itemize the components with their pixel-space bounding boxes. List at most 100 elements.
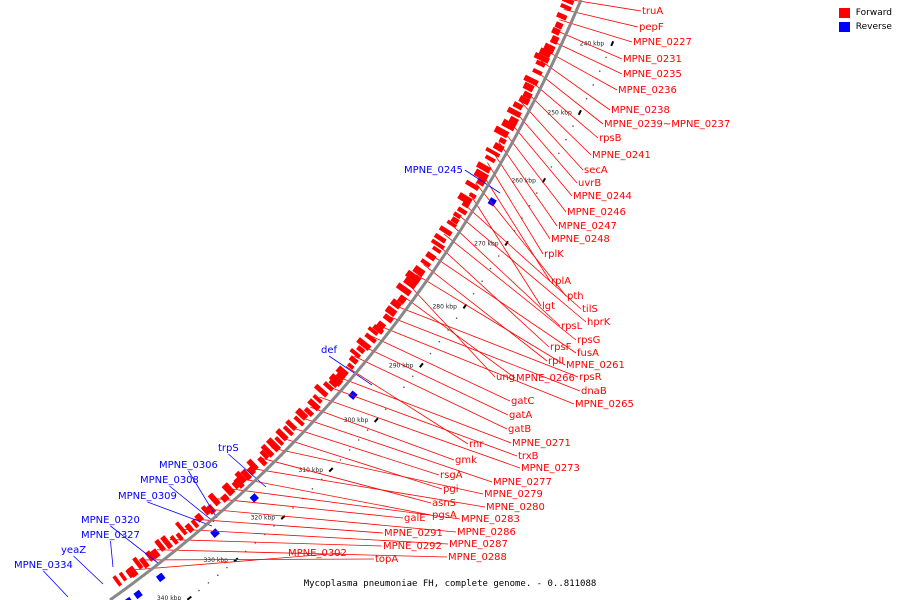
forward-gene: [533, 52, 550, 64]
forward-leader-line: [130, 552, 343, 571]
forward-gene-label: rplK: [544, 249, 564, 260]
forward-leader-line: [337, 376, 512, 444]
forward-gene-label: MPNE_0241: [592, 150, 651, 161]
forward-leader-line: [456, 213, 587, 323]
forward-leader-line: [540, 60, 611, 111]
forward-gene: [372, 323, 385, 335]
forward-gene: [431, 245, 442, 255]
forward-gene: [475, 177, 487, 187]
tick-mark: [186, 595, 192, 600]
minor-tick: [572, 125, 574, 127]
forward-gene: [512, 101, 524, 111]
forward-gene: [425, 251, 437, 262]
forward-gene-label: asnS: [432, 498, 456, 509]
forward-gene: [174, 521, 188, 536]
minor-tick: [216, 574, 219, 577]
forward-gene: [207, 492, 221, 507]
forward-gene-label: MPNE_0246: [567, 207, 626, 218]
forward-gene-label: dnaB: [581, 386, 607, 397]
forward-leader-line: [300, 416, 493, 483]
reverse-leader-line: [188, 470, 218, 519]
forward-gene-label: MPNE_0236: [618, 85, 677, 96]
gene-label-layer: truA pepF MPNE_0227 MPNE_0231 MPNE_0235 MPNE_…: [14, 6, 730, 571]
forward-gene-label: pgsA: [432, 510, 457, 521]
tick-label: 300 kbp: [344, 417, 369, 424]
forward-gene: [468, 192, 477, 200]
minor-tick: [226, 566, 228, 569]
forward-gene: [234, 470, 248, 484]
forward-gene: [184, 522, 195, 534]
forward-leader-line: [509, 121, 573, 197]
forward-gene: [275, 428, 289, 442]
forward-gene-label: MPNE_0273: [521, 463, 580, 474]
forward-leader-line: [401, 294, 516, 379]
forward-gene-label: truA: [642, 6, 663, 17]
forward-leader-line: [408, 284, 496, 378]
forward-leader-line: [514, 111, 578, 184]
tick-label: 320 kbp: [251, 514, 276, 521]
tick-mark: [610, 40, 615, 47]
reverse-leader-line: [43, 570, 69, 598]
forward-gene: [554, 21, 564, 30]
forward-gene: [220, 493, 230, 503]
forward-gene-label: MPNE_0291: [384, 528, 443, 539]
forward-gene: [492, 142, 505, 153]
forward-gene: [364, 332, 377, 344]
forward-gene: [367, 326, 379, 336]
reverse-gene-label: MPNE_0306: [159, 460, 218, 471]
forward-leader-line: [250, 467, 486, 508]
forward-gene: [498, 137, 507, 145]
forward-gene: [501, 118, 517, 132]
forward-gene: [412, 265, 426, 278]
forward-gene: [132, 556, 144, 570]
forward-leader-line: [239, 478, 432, 516]
forward-gene-label: gatB: [508, 424, 531, 435]
forward-leader-line: [498, 141, 558, 227]
forward-gene: [538, 47, 552, 59]
minor-tick: [207, 582, 210, 584]
forward-gene: [348, 355, 359, 365]
forward-leader-line: [423, 264, 548, 362]
forward-leader-line: [310, 406, 455, 461]
forward-gene: [461, 200, 470, 209]
forward-gene-label: rpsG: [577, 335, 600, 346]
minor-tick: [598, 70, 601, 72]
forward-gene-label: MPNE_0271: [512, 438, 571, 449]
forward-gene: [493, 125, 510, 139]
forward-gene: [118, 571, 128, 582]
forward-gene-label: rplA: [551, 276, 571, 287]
forward-gene-label: MPNE_0277: [493, 477, 552, 488]
tick-label: 260 kbp: [511, 177, 536, 184]
tick-mark: [373, 417, 379, 423]
forward-gene: [293, 415, 305, 427]
forward-gene-label: MPNE_0287: [449, 539, 508, 550]
forward-leader-line: [217, 498, 404, 519]
legend-reverse: Reverse: [838, 22, 892, 32]
forward-gene-label: MPNE_0283: [461, 514, 520, 525]
minor-tick: [481, 280, 483, 282]
forward-gene-label: MPNE_0248: [551, 234, 610, 245]
forward-gene-label: rsgA: [440, 470, 463, 481]
reverse-gene-label: MPNE_0327: [81, 530, 140, 541]
reverse-gene-label: MPNE_0334: [14, 560, 73, 571]
forward-gene-label: hprK: [587, 317, 611, 328]
forward-gene: [125, 568, 134, 579]
reverse-gene: [210, 528, 220, 538]
forward-gene-label: rnr: [469, 439, 484, 450]
forward-gene-label: MPNE_0227: [633, 37, 692, 48]
legend-forward-label: Forward: [855, 8, 892, 18]
forward-leader-line: [378, 325, 575, 405]
forward-leader-line: [157, 549, 448, 558]
forward-leader-line: [194, 518, 384, 534]
minor-tick: [429, 352, 432, 355]
forward-gene: [328, 378, 339, 389]
reverse-gene-label: trpS: [218, 443, 239, 454]
reverse-gene-label: yeaZ: [61, 545, 86, 556]
forward-gene-label: topA: [375, 554, 398, 565]
forward-leader-line: [436, 243, 550, 348]
forward-gene: [246, 458, 259, 472]
reverse-gene-label: def: [321, 345, 338, 356]
forward-gene-label: pgi: [443, 484, 458, 495]
forward-leader-line: [345, 366, 469, 445]
